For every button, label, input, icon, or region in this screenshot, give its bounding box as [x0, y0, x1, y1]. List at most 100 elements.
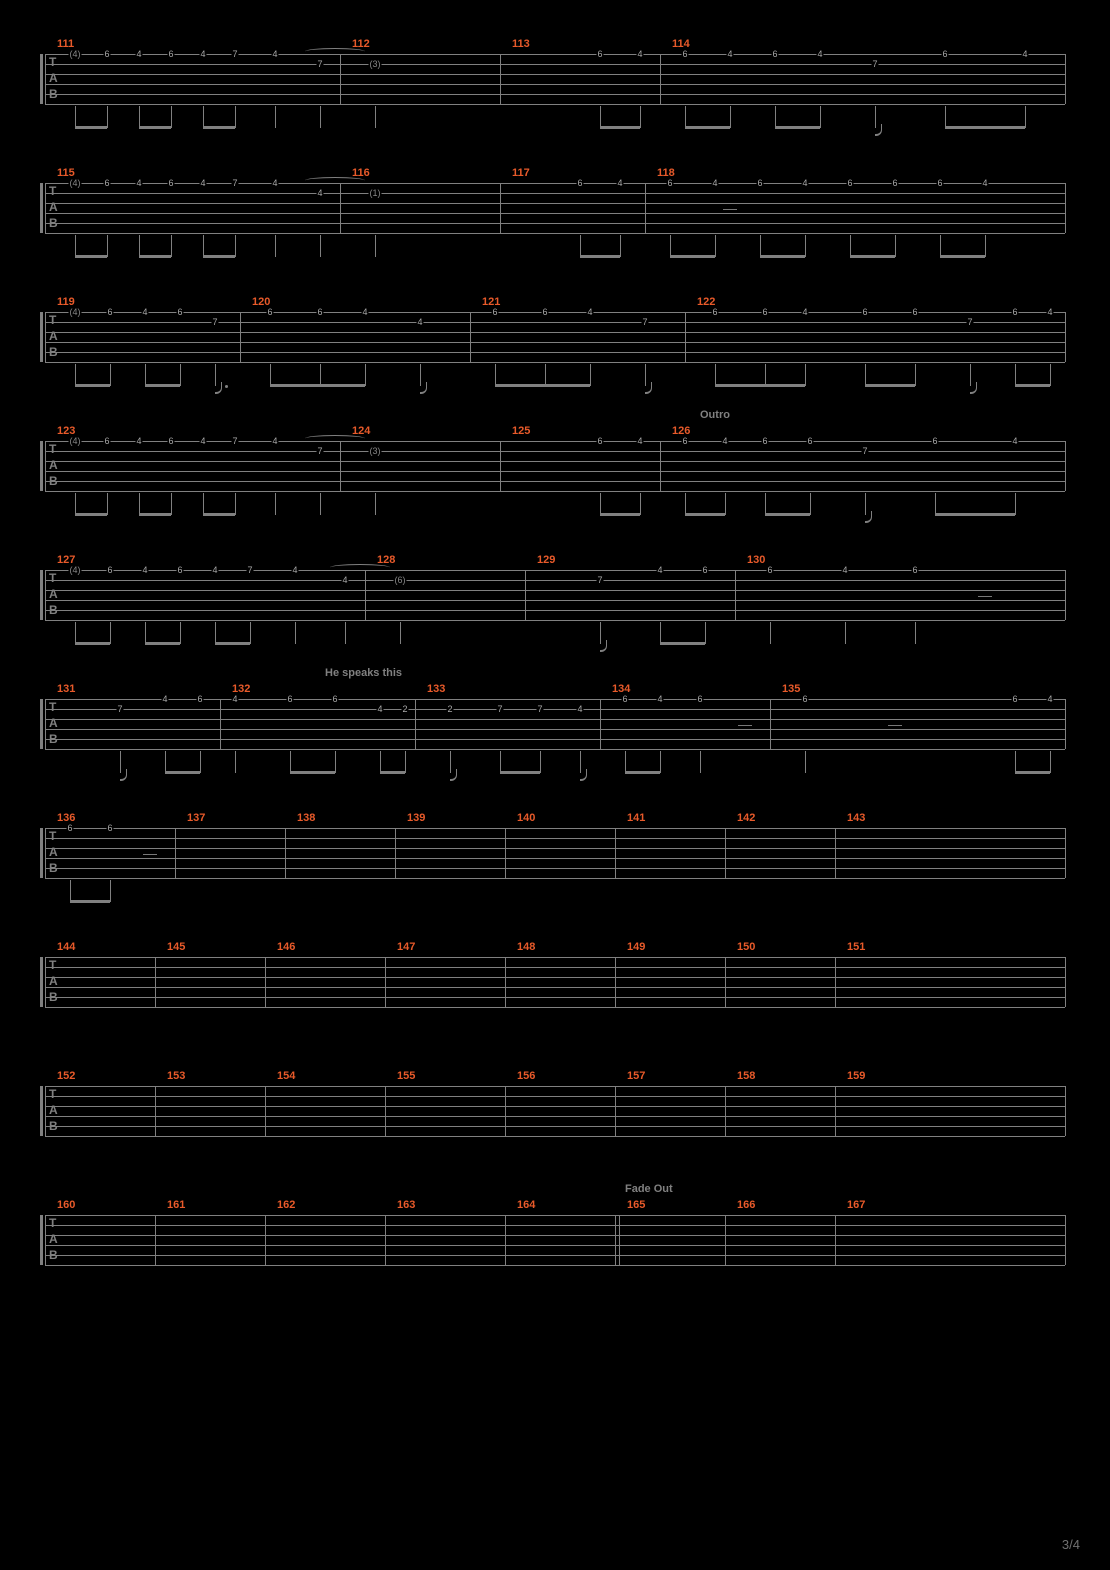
barline [835, 1215, 836, 1265]
barline [1065, 183, 1066, 233]
note-beam [765, 384, 805, 387]
barline [725, 828, 726, 878]
note-beam [765, 513, 810, 516]
tab-note: 7 [316, 59, 323, 69]
measure-number: 130 [747, 554, 765, 566]
tab-note: 6 [911, 565, 918, 575]
note-stem [275, 235, 276, 257]
barline [1065, 312, 1066, 362]
note-beam [139, 513, 171, 516]
barline [45, 957, 46, 1007]
note-stem [400, 622, 401, 644]
note-beam [600, 513, 640, 516]
tab-note: 4 [231, 694, 238, 704]
tab-note: 6 [621, 694, 628, 704]
note-stem [320, 106, 321, 128]
barline [1065, 1215, 1066, 1265]
barline [155, 1215, 156, 1265]
note-beam [625, 771, 660, 774]
tab-note: 6 [103, 49, 110, 59]
tab-staff: TAB(4)6464744(6)746646— [45, 570, 1065, 630]
note-stem [215, 622, 216, 644]
rest: — [738, 716, 752, 732]
note-stem [320, 364, 321, 386]
note-stem [275, 106, 276, 128]
tab-note: 4 [841, 565, 848, 575]
staff-bracket [40, 312, 43, 362]
note-stem [805, 364, 806, 386]
barline [505, 1215, 506, 1265]
tab-note: 4 [616, 178, 623, 188]
note-stem [765, 364, 766, 386]
barline [1065, 699, 1066, 749]
rest: — [723, 200, 737, 216]
tab-note: 6 [541, 307, 548, 317]
tab-note: 4 [656, 694, 663, 704]
staff-bracket [40, 570, 43, 620]
note-beam [75, 384, 110, 387]
tab-note: 6 [701, 565, 708, 575]
tab-note: 7 [231, 178, 238, 188]
note-stem [335, 751, 336, 773]
note-stem [805, 235, 806, 257]
staff-line [45, 1245, 1065, 1246]
measure-number: 131 [57, 683, 75, 695]
note-stem [600, 106, 601, 128]
note-flag [120, 769, 127, 781]
measure-number: 164 [517, 1199, 535, 1211]
note-stem [171, 106, 172, 128]
tab-note: 4 [416, 317, 423, 327]
barline [265, 957, 266, 1007]
tab-note: 6 [286, 694, 293, 704]
note-stem [620, 235, 621, 257]
barline [725, 1086, 726, 1136]
measure-number: 137 [187, 812, 205, 824]
note-beam [685, 513, 725, 516]
note-stem [180, 622, 181, 644]
note-stem [985, 235, 986, 257]
measure-number: 142 [737, 812, 755, 824]
note-stem [670, 235, 671, 257]
note-stem [845, 622, 846, 644]
tab-note: 7 [966, 317, 973, 327]
tab-note: 7 [231, 436, 238, 446]
tab-note: (1) [369, 188, 382, 198]
tab-note: 6 [167, 49, 174, 59]
note-stem [600, 493, 601, 515]
staff-line [45, 590, 1065, 591]
note-stem [590, 364, 591, 386]
measure-number: 160 [57, 1199, 75, 1211]
note-stem [760, 235, 761, 257]
tab-note: 4 [135, 436, 142, 446]
note-beam [145, 384, 180, 387]
tab-clef: TAB [49, 441, 58, 489]
measure-number: 125 [512, 425, 530, 437]
tab-system: 119120121122TAB(4)64676644664766466764 [45, 298, 1065, 372]
note-stem [145, 364, 146, 386]
barline [220, 699, 221, 749]
staff-line [45, 213, 1065, 214]
staff-line [45, 967, 1065, 968]
barline [615, 1215, 620, 1265]
tab-note: 6 [681, 49, 688, 59]
tab-clef: TAB [49, 570, 58, 618]
barline [505, 828, 506, 878]
tab-system: 144145146147148149150151TAB [45, 943, 1065, 1017]
barline [615, 957, 616, 1007]
staff-line [45, 1106, 1065, 1107]
staff-line [45, 997, 1065, 998]
note-stem [685, 493, 686, 515]
tab-note: 6 [596, 436, 603, 446]
barline [155, 957, 156, 1007]
barline [45, 1215, 46, 1265]
tab-staff: TAB746466422774646664—— [45, 699, 1065, 759]
tab-note: (4) [69, 178, 82, 188]
tab-note: 7 [246, 565, 253, 575]
note-stem [730, 106, 731, 128]
section-label: He speaks this [325, 667, 402, 679]
staff-line [45, 749, 1065, 750]
rhythm-dot [225, 385, 228, 388]
tab-note: 6 [176, 565, 183, 575]
note-stem [139, 493, 140, 515]
measure-number: 144 [57, 941, 75, 953]
